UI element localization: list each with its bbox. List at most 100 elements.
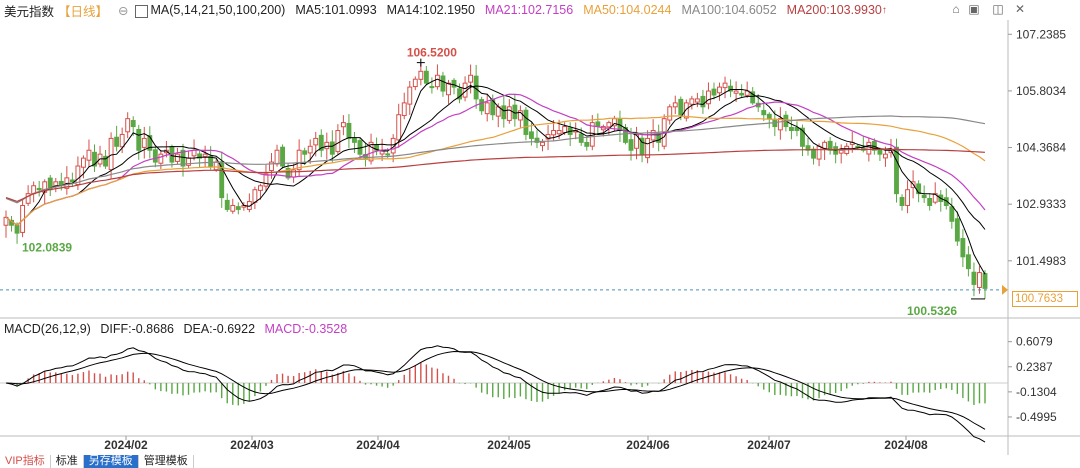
ma100-value: MA100:104.6052 <box>681 3 777 17</box>
price-tick-label: 105.8034 <box>1016 84 1066 98</box>
candle-body <box>434 74 440 88</box>
period-selector[interactable]: 【日线】 <box>58 4 109 19</box>
candle-body <box>822 141 828 149</box>
tab-save-template[interactable]: 另存模板 <box>83 455 139 468</box>
candle-body <box>949 206 955 222</box>
tab-standard[interactable]: 标准 <box>51 455 84 468</box>
macd-tick-label: 0.2387 <box>1016 360 1053 374</box>
candle-body <box>302 150 308 155</box>
candle-body <box>407 86 413 105</box>
candle-body <box>894 146 899 195</box>
ma21-value: MA21:102.7156 <box>484 3 574 17</box>
candle-body <box>108 137 114 171</box>
low-left-label: 102.0839 <box>22 241 72 255</box>
candle-body <box>916 183 922 195</box>
candle-body <box>269 161 274 172</box>
candle-body <box>656 132 662 143</box>
candle-body <box>252 189 258 203</box>
candle-body <box>152 149 158 163</box>
candle-body <box>158 153 164 164</box>
candle-body <box>678 98 684 116</box>
macd-header: MACD(26,12,9) DIFF:-0.8686 DEA:-0.6922 M… <box>4 322 353 336</box>
candle-body <box>788 126 794 132</box>
candle-body <box>86 149 92 161</box>
candle-body <box>263 173 269 187</box>
candle-body <box>954 218 960 242</box>
candle-body <box>733 90 739 94</box>
candle-body <box>866 141 872 155</box>
low-right-label: 100.5326 <box>907 304 957 318</box>
candle-body <box>457 88 462 100</box>
candle-body <box>119 133 125 148</box>
candle-body <box>451 79 457 88</box>
price-tick-label: 102.9333 <box>1016 197 1066 211</box>
candle-body <box>816 145 822 160</box>
candle-body <box>36 187 42 191</box>
last-price-box: 100.7633 <box>1012 291 1078 307</box>
candle-body <box>385 153 391 156</box>
candle-body <box>506 106 512 121</box>
time-tick-label: 2024/05 <box>487 438 531 452</box>
candle-body <box>141 137 147 148</box>
ma200-value: MA200:103.9930 <box>786 3 882 17</box>
macd-bars-group <box>10 362 986 406</box>
candle-body <box>224 199 230 210</box>
restore-icon[interactable]: ◫ <box>992 2 1004 16</box>
candle-body <box>285 168 291 179</box>
candle-body <box>501 105 507 120</box>
candle-body <box>136 128 142 151</box>
candle-body <box>534 137 540 143</box>
candle-body <box>921 194 927 199</box>
candle-body <box>700 95 706 108</box>
candle-body <box>335 130 341 153</box>
candle-body <box>418 70 424 80</box>
macd-label[interactable]: MACD(26,12,9) <box>4 322 91 336</box>
candle-body <box>147 135 153 151</box>
candle-body <box>606 122 612 128</box>
candle-body <box>628 139 634 151</box>
ma50-value: MA50:104.0244 <box>583 3 672 17</box>
candle-body <box>324 141 330 150</box>
tab-manage-templates[interactable]: 管理模板 <box>139 455 194 468</box>
candle-body <box>639 137 645 155</box>
candle-body <box>280 146 285 167</box>
indicator-icon[interactable] <box>134 4 148 18</box>
candle-body <box>191 149 197 157</box>
ma21-line <box>5 93 986 226</box>
candle-body <box>235 206 241 210</box>
candle-body <box>927 197 933 206</box>
candle-body <box>25 193 31 204</box>
candle-body <box>977 272 982 288</box>
time-tick-label: 2024/02 <box>104 438 148 452</box>
maximize-icon[interactable]: ▣ <box>968 2 980 16</box>
candle-body <box>197 153 203 159</box>
candle-body <box>346 122 352 139</box>
candle-body <box>982 273 988 289</box>
ma14-line <box>5 85 986 230</box>
tab-vip-indicators[interactable]: VIP指标 <box>0 455 51 468</box>
candle-body <box>517 110 523 121</box>
candle-body <box>340 122 346 128</box>
candle-body <box>318 134 324 151</box>
candle-body <box>352 137 357 143</box>
candle-body <box>744 90 750 96</box>
candle-body <box>650 130 656 141</box>
high-label: 106.5200 <box>407 46 457 60</box>
ma200-arrow-icon: ↑ <box>881 4 887 16</box>
ma5-line <box>5 78 986 275</box>
close-icon[interactable]: ✕ <box>1014 2 1026 16</box>
ma-label[interactable]: MA(5,14,21,50,100,200) <box>150 3 286 17</box>
candle-body <box>827 140 833 151</box>
ma14-value: MA14:102.1950 <box>386 3 475 17</box>
collapse-icon[interactable]: ⊖ <box>118 3 129 18</box>
price-tick-label: 107.2385 <box>1016 27 1066 41</box>
candle-body <box>92 151 97 167</box>
candle-body <box>672 102 678 108</box>
candle-body <box>540 141 545 147</box>
candle-body <box>761 110 767 116</box>
candle-body <box>683 102 689 119</box>
candle-body <box>130 120 136 128</box>
home-icon[interactable]: ⌂ <box>952 2 960 16</box>
macd-tick-label: -0.4995 <box>1016 410 1057 424</box>
